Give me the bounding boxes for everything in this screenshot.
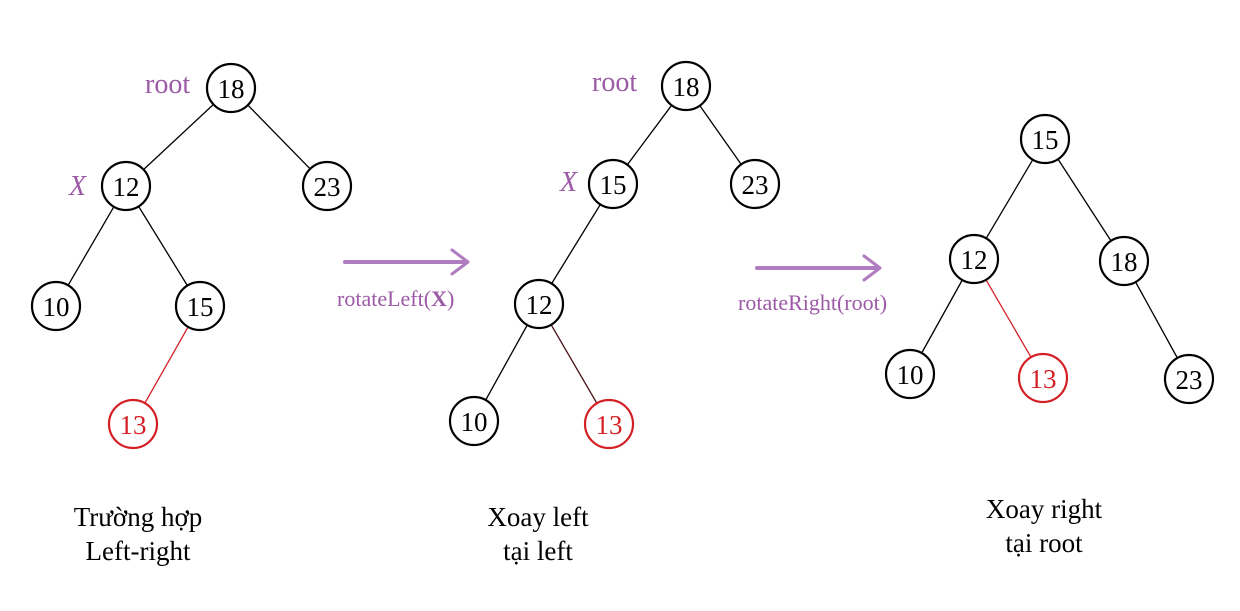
rotate-right-label: rotateRight(root) bbox=[738, 290, 887, 315]
tree-node-12: 12 bbox=[948, 233, 1000, 285]
tree-node-10: 10 bbox=[884, 348, 936, 400]
node-value: 23 bbox=[742, 170, 769, 200]
node-value: 15 bbox=[1032, 125, 1059, 155]
caption-rotate-right: Xoay right tại root bbox=[944, 492, 1144, 560]
rotate-left-arrow: rotateLeft(X) bbox=[337, 248, 470, 311]
node-value: 23 bbox=[314, 172, 341, 202]
node-value: 13 bbox=[1030, 364, 1057, 394]
tree-node-12: 12 bbox=[100, 160, 152, 212]
caption-line-2: Left-right bbox=[85, 536, 191, 566]
caption-rotate-left: Xoay left tại left bbox=[438, 500, 638, 568]
node-value: 18 bbox=[1111, 247, 1138, 277]
caption-line-1: Trường hợp bbox=[73, 502, 203, 532]
edge-c18-c23 bbox=[1135, 281, 1178, 359]
edge-b18-b15 bbox=[626, 104, 673, 166]
node-circle bbox=[587, 158, 639, 210]
node-value: 18 bbox=[218, 74, 245, 104]
node-value: 13 bbox=[120, 410, 147, 440]
edge-c12-c13 bbox=[985, 279, 1032, 358]
node-value: 23 bbox=[1176, 365, 1203, 395]
tree-node-23: 23 bbox=[1163, 353, 1215, 405]
caption-line-2: tại left bbox=[503, 536, 573, 566]
edge-b12-b10 bbox=[485, 324, 528, 401]
root-tag-tree-2: root bbox=[592, 67, 637, 98]
node-circle bbox=[100, 160, 152, 212]
node-circle bbox=[729, 158, 781, 210]
tree-node-13: 13 bbox=[583, 398, 635, 450]
node-circle bbox=[301, 160, 353, 212]
node-value: 12 bbox=[113, 172, 140, 202]
tree-node-23: 23 bbox=[729, 158, 781, 210]
tree-node-12: 12 bbox=[513, 278, 565, 330]
node-value: 13 bbox=[596, 410, 623, 440]
edge-a12-a15 bbox=[138, 206, 188, 286]
caption-left-right-case: Trường hợp Left-right bbox=[38, 500, 238, 568]
edge-c15-c18 bbox=[1057, 158, 1112, 242]
node-circle bbox=[884, 348, 936, 400]
rotate-left-label: rotateLeft(X) bbox=[337, 286, 454, 311]
edge-b15-b12 bbox=[551, 204, 601, 284]
edges-layer bbox=[67, 103, 1178, 404]
caption-line-1: Xoay left bbox=[487, 502, 589, 532]
tree-node-10: 10 bbox=[448, 395, 500, 447]
rotate-right-arrow: rotateRight(root) bbox=[738, 254, 887, 315]
tree-node-13: 13 bbox=[107, 398, 159, 450]
node-value: 18 bbox=[673, 72, 700, 102]
tree-node-18: 18 bbox=[660, 60, 712, 112]
edge-a18-a12 bbox=[143, 103, 214, 171]
nodes-layer: 18 12 23 10 15 13 18 15 23 12 10 13 15 12 18 10 13 23 bbox=[30, 60, 1215, 450]
caption-line-2: tại root bbox=[1005, 528, 1083, 558]
node-value: 12 bbox=[526, 290, 553, 320]
node-value: 15 bbox=[600, 170, 627, 200]
node-circle bbox=[107, 398, 159, 450]
root-tag-tree-1: root bbox=[145, 69, 190, 100]
node-value: 10 bbox=[461, 407, 488, 437]
node-circle bbox=[660, 60, 712, 112]
node-circle bbox=[30, 280, 82, 332]
x-tag-tree-2: X bbox=[559, 167, 578, 198]
node-circle bbox=[513, 278, 565, 330]
node-circle bbox=[205, 62, 257, 114]
tree-node-10: 10 bbox=[30, 280, 82, 332]
tree-node-18: 18 bbox=[205, 62, 257, 114]
tree-node-13: 13 bbox=[1017, 352, 1069, 404]
node-circle bbox=[174, 280, 226, 332]
node-value: 15 bbox=[187, 292, 214, 322]
node-circle bbox=[448, 395, 500, 447]
node-circle bbox=[1017, 352, 1069, 404]
edge-a15-a13 bbox=[144, 326, 189, 404]
node-circle bbox=[583, 398, 635, 450]
tree-node-23: 23 bbox=[301, 160, 353, 212]
node-circle bbox=[1019, 113, 1071, 165]
node-value: 10 bbox=[43, 292, 70, 322]
edge-b18-b23 bbox=[699, 105, 742, 165]
edge-b12-b13 bbox=[550, 324, 598, 404]
x-tag-tree-1: X bbox=[68, 171, 87, 202]
node-circle bbox=[948, 233, 1000, 285]
caption-line-1: Xoay right bbox=[985, 494, 1103, 524]
edge-c12-c10 bbox=[921, 279, 963, 354]
node-circle bbox=[1163, 353, 1215, 405]
node-circle bbox=[1098, 235, 1150, 287]
tree-node-15: 15 bbox=[174, 280, 226, 332]
node-value: 12 bbox=[961, 245, 988, 275]
tree-node-15: 15 bbox=[587, 158, 639, 210]
edge-a18-a23 bbox=[247, 104, 311, 170]
tree-node-18: 18 bbox=[1098, 235, 1150, 287]
node-value: 10 bbox=[897, 360, 924, 390]
tree-node-15: 15 bbox=[1019, 113, 1071, 165]
edge-a12-a10 bbox=[67, 206, 115, 286]
edge-c15-c12 bbox=[985, 159, 1034, 239]
